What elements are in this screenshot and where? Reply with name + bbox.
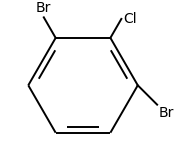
Text: Cl: Cl <box>123 12 137 26</box>
Text: Br: Br <box>159 107 174 121</box>
Text: Br: Br <box>36 1 52 15</box>
